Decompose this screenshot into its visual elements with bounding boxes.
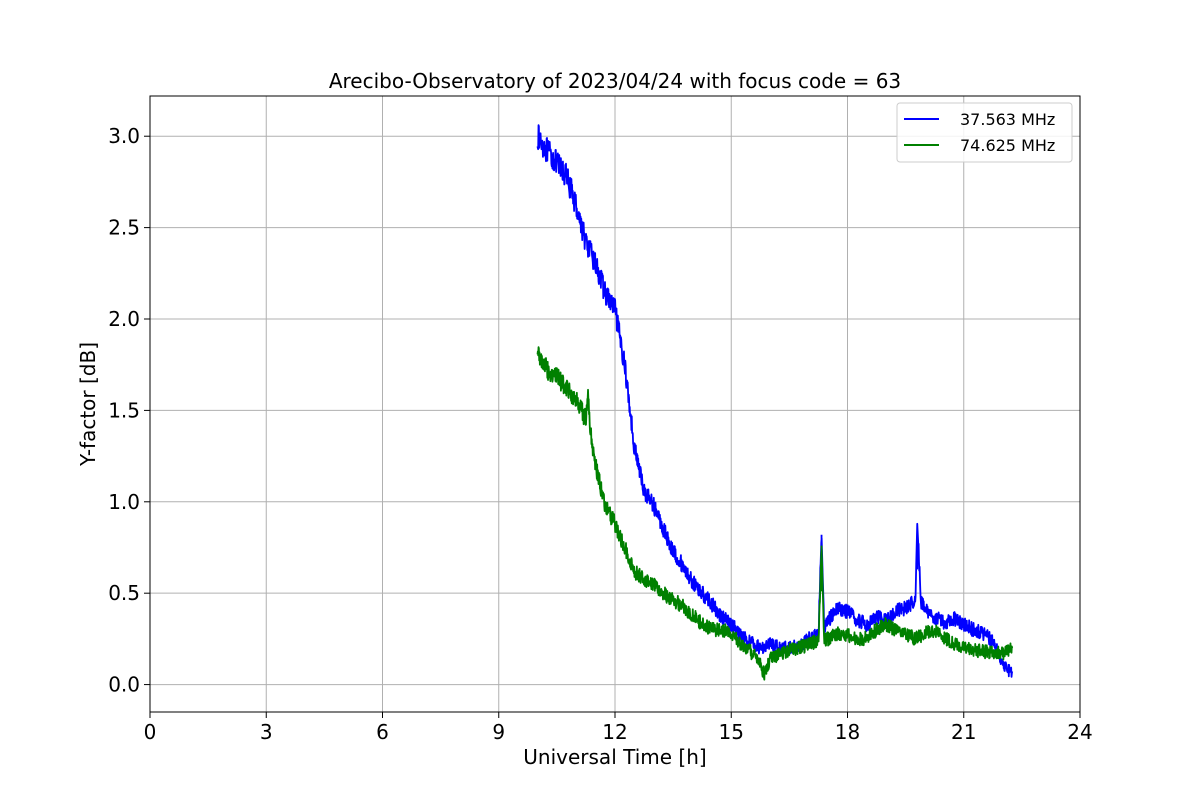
y-tick-label: 0.0 xyxy=(108,673,140,697)
y-tick-label: 0.5 xyxy=(108,581,140,605)
series-line-2 xyxy=(536,346,1014,681)
y-tick-label: 3.0 xyxy=(108,124,140,148)
legend-label: 74.625 MHz xyxy=(960,136,1055,155)
y-axis-label: Y-factor [dB] xyxy=(76,342,100,467)
x-tick-label: 9 xyxy=(492,720,505,744)
x-tick-label: 21 xyxy=(951,720,976,744)
legend: 37.563 MHz 74.625 MHz xyxy=(896,102,1073,163)
x-axis-label: Universal Time [h] xyxy=(523,745,706,769)
legend-label: 37.563 MHz xyxy=(960,110,1055,129)
y-tick-label: 1.5 xyxy=(108,398,140,422)
chart-title: Arecibo-Observatory of 2023/04/24 with f… xyxy=(329,69,901,93)
x-tick-label: 0 xyxy=(144,720,157,744)
x-tick-label: 12 xyxy=(602,720,627,744)
x-tick-label: 3 xyxy=(260,720,273,744)
x-tick-label: 6 xyxy=(376,720,389,744)
axis-ticks: 0 3 6 9 12 15 18 21 24 0.0 0.5 1.0 1.5 2.0 2.5 3.0 xyxy=(108,124,1093,744)
y-tick-label: 2.0 xyxy=(108,307,140,331)
legend-box xyxy=(896,102,1073,163)
x-tick-label: 15 xyxy=(719,720,744,744)
x-tick-label: 24 xyxy=(1067,720,1092,744)
y-tick-label: 1.0 xyxy=(108,490,140,514)
y-tick-label: 2.5 xyxy=(108,216,140,240)
x-tick-label: 18 xyxy=(835,720,860,744)
plot-series xyxy=(536,124,1014,681)
